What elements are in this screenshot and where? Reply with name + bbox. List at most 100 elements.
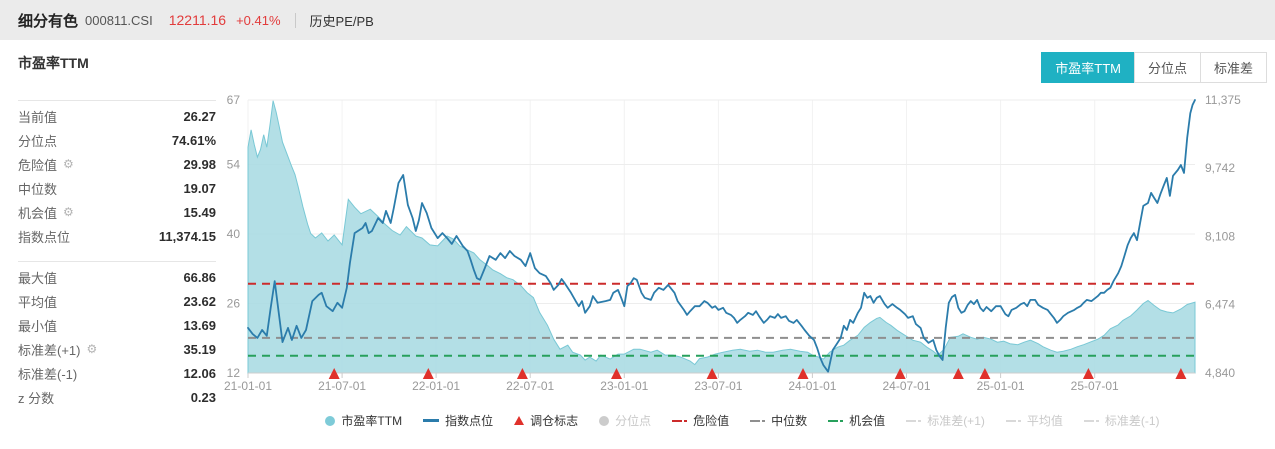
stat-row: 危险值 ⚙ 29.98 <box>18 152 216 176</box>
svg-text:67: 67 <box>227 93 241 107</box>
stat-row: 当前值 26.27 <box>18 104 216 128</box>
legend-label: 中位数 <box>771 414 808 428</box>
index-line-series <box>247 99 1196 373</box>
stat-value: 19.07 <box>183 180 216 196</box>
svg-text:25-07-01: 25-07-01 <box>1071 379 1119 393</box>
legend-label: 指数点位 <box>445 414 494 428</box>
index-price: 12211.16 <box>168 12 227 28</box>
legend-item[interactable]: 平均值 <box>1005 412 1063 429</box>
stat-row: 分位点 74.61% <box>18 128 216 152</box>
stat-value: 0.23 <box>190 389 216 405</box>
svg-text:54: 54 <box>227 158 241 172</box>
tab-percentile[interactable]: 分位点 <box>1133 52 1201 83</box>
stat-row: 标准差(-1) 12.06 <box>18 361 216 385</box>
dashdot-marker-icon <box>1005 419 1021 422</box>
triangle-marker-icon <box>514 416 525 425</box>
reference-lines <box>248 282 1195 357</box>
index-change: +0.41% <box>236 12 281 28</box>
legend-item[interactable]: 市盈率TTM <box>325 412 402 429</box>
legend-item[interactable]: 机会值 <box>828 412 885 429</box>
pe-chart[interactable]: 12 26 40 54 67 4,840 6,474 8,108 9,742 11,375 21-0… <box>180 92 1275 407</box>
gear-icon[interactable]: ⚙ <box>63 205 74 219</box>
tab-std[interactable]: 标准差 <box>1199 52 1267 83</box>
stat-row: 指数点位 11,374.15 <box>18 224 216 248</box>
page-title: 历史PE/PB <box>309 13 374 29</box>
tab-group: 市盈率TTM 分位点 标准差 <box>1041 52 1267 83</box>
pe-chart-svg[interactable]: 12 26 40 54 67 4,840 6,474 8,108 9,742 11,375 21-0… <box>180 92 1275 407</box>
stat-row: 平均值 23.62 <box>18 289 216 313</box>
stat-value: 66.86 <box>183 269 216 285</box>
right-axis-ticks: 4,840 6,474 8,108 9,742 11,375 <box>1205 93 1241 380</box>
stat-row: 中位数 19.07 <box>18 176 216 200</box>
gear-icon[interactable]: ⚙ <box>63 157 74 171</box>
stat-label: 标准差(+1) ⚙ <box>18 342 98 358</box>
stat-row: 最大值 66.86 <box>18 265 216 289</box>
stat-label: z 分数 <box>18 390 55 406</box>
top-bar: 细分有色 000811.CSI 12211.16 +0.41% 历史PE/PB <box>0 0 1275 40</box>
legend-item[interactable]: 危险值 <box>672 412 729 429</box>
circle-marker-icon <box>325 415 336 426</box>
stat-label: 最大值 <box>18 270 58 286</box>
svg-text:11,375: 11,375 <box>1205 93 1241 107</box>
legend-label: 标准差(-1) <box>1104 414 1160 428</box>
stat-row: z 分数 0.23 <box>18 385 216 409</box>
svg-text:40: 40 <box>227 227 241 241</box>
legend-label: 标准差(+1) <box>927 414 985 428</box>
svg-text:6,474: 6,474 <box>1205 298 1235 312</box>
stat-label: 指数点位 <box>18 229 71 245</box>
legend-item[interactable]: 中位数 <box>750 412 807 429</box>
gear-icon[interactable]: ⚙ <box>86 342 98 356</box>
rebalance-markers <box>328 368 1187 379</box>
stat-value: 11,374.15 <box>158 228 216 244</box>
svg-text:24-01-01: 24-01-01 <box>788 379 836 393</box>
dashdot-marker-icon <box>672 419 688 422</box>
divider <box>294 12 296 28</box>
legend-item[interactable]: 标准差(-1) <box>1083 412 1160 429</box>
tab-pe-ttm[interactable]: 市盈率TTM <box>1041 52 1135 83</box>
stat-value: 26.27 <box>183 108 216 124</box>
stat-label: 标准差(-1) <box>18 366 78 382</box>
svg-text:21-01-01: 21-01-01 <box>224 379 272 393</box>
svg-text:25-01-01: 25-01-01 <box>977 379 1025 393</box>
stat-label: 机会值 ⚙ <box>18 205 74 221</box>
legend-label: 分位点 <box>615 414 652 428</box>
svg-text:23-01-01: 23-01-01 <box>600 379 648 393</box>
stat-value: 35.19 <box>183 341 216 357</box>
legend-item[interactable]: 指数点位 <box>423 412 493 429</box>
stat-label: 危险值 ⚙ <box>18 157 74 173</box>
svg-text:12: 12 <box>227 366 241 380</box>
circle-marker-icon <box>599 415 610 426</box>
legend-item[interactable]: 标准差(+1) <box>906 412 985 429</box>
stat-label: 平均值 <box>18 294 58 310</box>
dashdot-marker-icon <box>750 419 766 422</box>
stat-value: 23.62 <box>183 293 216 309</box>
legend-label: 市盈率TTM <box>341 414 403 428</box>
index-name: 细分有色 <box>18 12 79 30</box>
stat-value: 29.98 <box>183 156 216 172</box>
dashdot-marker-icon <box>906 419 922 422</box>
svg-text:22-01-01: 22-01-01 <box>412 379 460 393</box>
stat-row: 最小值 13.69 <box>18 313 216 337</box>
svg-text:9,742: 9,742 <box>1205 161 1235 175</box>
svg-text:26: 26 <box>227 297 241 311</box>
stat-value: 13.69 <box>183 317 216 333</box>
legend-item[interactable]: 分位点 <box>599 412 651 429</box>
svg-text:8,108: 8,108 <box>1205 230 1235 244</box>
stats-group-1: 当前值 26.27 分位点 74.61% 危险值 ⚙ 29.98 中位数 19.07 机会值 ⚙ 15… <box>18 100 216 248</box>
line-marker-icon <box>423 419 440 422</box>
stat-label: 当前值 <box>18 109 58 125</box>
stat-row: 机会值 ⚙ 15.49 <box>18 200 216 224</box>
x-axis-ticks: 21-01-01 21-07-01 22-01-01 22-07-01 23-01-01… <box>224 379 1119 393</box>
legend-label: 危险值 <box>693 414 730 428</box>
svg-text:21-07-01: 21-07-01 <box>318 379 366 393</box>
stat-label: 最小值 <box>18 318 58 334</box>
legend-label: 平均值 <box>1026 414 1063 428</box>
stats-group-2: 最大值 66.86 平均值 23.62 最小值 13.69 标准差(+1) ⚙ 35.19 标准差… <box>18 261 216 409</box>
legend-label: 机会值 <box>849 414 886 428</box>
index-code: 000811.CSI <box>85 12 153 28</box>
section-title: 市盈率TTM <box>18 55 89 71</box>
stat-label: 分位点 <box>18 133 58 149</box>
legend-item[interactable]: 调仓标志 <box>514 412 578 429</box>
stat-value: 74.61% <box>171 132 216 148</box>
dashdot-marker-icon <box>1083 419 1099 422</box>
